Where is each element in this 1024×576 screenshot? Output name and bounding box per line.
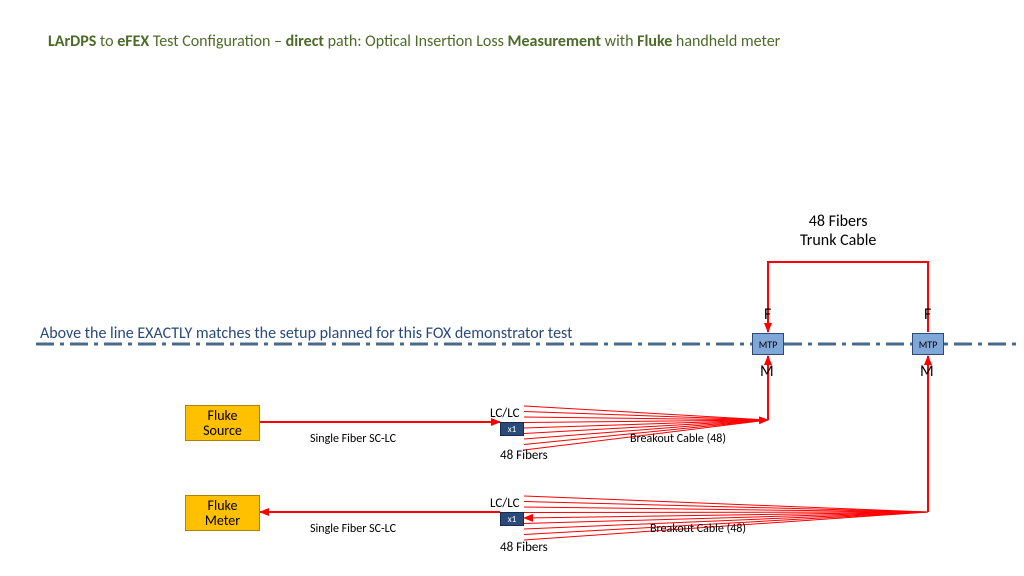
diagram-label-7: Breakout Cable (48)	[650, 522, 746, 536]
mtp-box-0: MTP	[752, 333, 784, 355]
title-segment: with	[601, 32, 637, 51]
fan-line-0-2	[524, 417, 768, 420]
title-segment: direct	[286, 32, 324, 51]
fluke-line1: Fluke	[208, 408, 238, 423]
diagram-label-6: Breakout Cable (48)	[630, 432, 726, 446]
mtp-box-1: MTP	[912, 333, 944, 355]
fm-label-3: M	[920, 362, 934, 381]
title-segment: Measurement	[508, 32, 602, 51]
diagram-label-5: Single Fiber SC-LC	[310, 522, 396, 536]
title-segment: to	[96, 32, 117, 51]
page-title: LArDPS to eFEX Test Configuration – dire…	[48, 32, 780, 51]
fan-line-1-4	[524, 512, 928, 518]
fm-label-0: F	[764, 305, 771, 324]
fluke-line1: Fluke	[208, 498, 238, 513]
title-segment: LArDPS	[48, 32, 96, 51]
fluke-meter-box: FlukeMeter	[185, 495, 260, 531]
fan-line-1-2	[524, 507, 928, 512]
fan-line-0-4	[524, 420, 768, 428]
trunk-cable-label: 48 FibersTrunk Cable	[800, 212, 876, 250]
fluke-source-box: FlukeSource	[185, 405, 260, 441]
title-segment: handheld meter	[672, 32, 780, 51]
fox-line-note: Above the line EXACTLY matches the setup…	[40, 324, 572, 343]
title-segment: Test Configuration –	[149, 32, 285, 51]
diagram-label-2: 48 Fibers	[500, 448, 548, 463]
x1-box-1: x1	[500, 512, 524, 526]
fm-label-2: M	[760, 362, 774, 381]
fluke-line2: Source	[203, 423, 242, 438]
fan-line-0-3	[524, 420, 768, 423]
diagram-label-1: LC/LC	[490, 496, 520, 511]
fan-line-1-3	[524, 512, 928, 513]
x1-box-0: x1	[500, 422, 524, 436]
title-segment: path: Optical Insertion Loss	[324, 32, 508, 51]
diagram-label-3: 48 Fibers	[500, 540, 548, 555]
diagram-label-0: LC/LC	[490, 406, 520, 421]
fan-line-0-1	[524, 412, 768, 421]
fan-line-1-0	[524, 496, 928, 512]
fan-line-0-0	[524, 406, 768, 420]
trunk-path	[768, 262, 928, 332]
fan-line-1-1	[524, 502, 928, 513]
trunk-line1: 48 Fibers	[800, 212, 876, 231]
title-segment: Fluke	[637, 32, 672, 51]
title-segment: eFEX	[117, 32, 149, 51]
fm-label-1: F	[924, 305, 931, 324]
trunk-line2: Trunk Cable	[800, 231, 876, 250]
fluke-line2: Meter	[205, 513, 240, 528]
diagram-label-4: Single Fiber SC-LC	[310, 432, 396, 446]
